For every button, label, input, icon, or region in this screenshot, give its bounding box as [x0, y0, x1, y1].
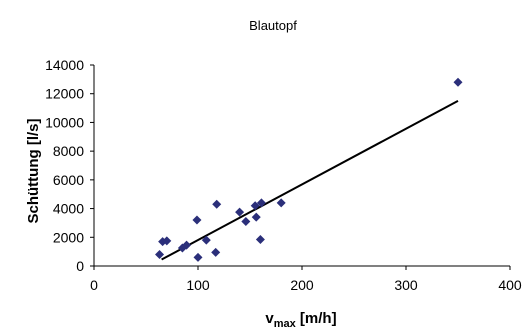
data-point — [256, 198, 266, 208]
data-point — [162, 236, 172, 246]
data-point — [235, 207, 245, 217]
x-tick-label: 100 — [186, 277, 210, 293]
x-axis-ticks: 0 100 200 300 400 — [90, 266, 522, 293]
data-point — [192, 215, 202, 225]
trendline — [161, 100, 459, 261]
data-point — [241, 216, 251, 226]
data-point — [201, 235, 211, 245]
y-tick-label: 4000 — [53, 201, 84, 217]
data-point — [155, 250, 165, 260]
x-axis-title-main: v — [265, 310, 274, 327]
y-axis-title: Schüttung [l/s] — [25, 119, 42, 224]
data-point — [211, 247, 221, 257]
y-tick-label: 6000 — [53, 172, 84, 188]
x-tick-label: 400 — [498, 277, 522, 293]
x-tick-label: 200 — [290, 277, 314, 293]
x-axis-title: vmax [m/h] — [265, 310, 336, 330]
data-point — [193, 252, 203, 262]
y-tick-label: 0 — [76, 258, 84, 274]
data-point — [212, 199, 222, 209]
data-point — [255, 234, 265, 244]
y-axis-ticks: 0 2000 4000 6000 8000 10000 12000 14000 — [45, 57, 94, 274]
y-tick-label: 10000 — [45, 114, 84, 130]
y-tick-label: 14000 — [45, 57, 84, 73]
data-point — [276, 198, 286, 208]
data-point — [453, 77, 463, 87]
x-axis-title-unit: [m/h] — [296, 310, 337, 327]
x-tick-label: 0 — [90, 277, 98, 293]
x-tick-label: 300 — [394, 277, 418, 293]
y-tick-label: 2000 — [53, 229, 84, 245]
data-point — [251, 212, 261, 222]
y-tick-label: 12000 — [45, 86, 84, 102]
x-axis-title-subscript: max — [274, 318, 297, 330]
data-point — [250, 201, 260, 211]
data-point — [182, 240, 192, 250]
y-tick-label: 8000 — [53, 143, 84, 159]
plot-area — [93, 65, 510, 267]
chart-title: Blautopf — [249, 18, 297, 33]
